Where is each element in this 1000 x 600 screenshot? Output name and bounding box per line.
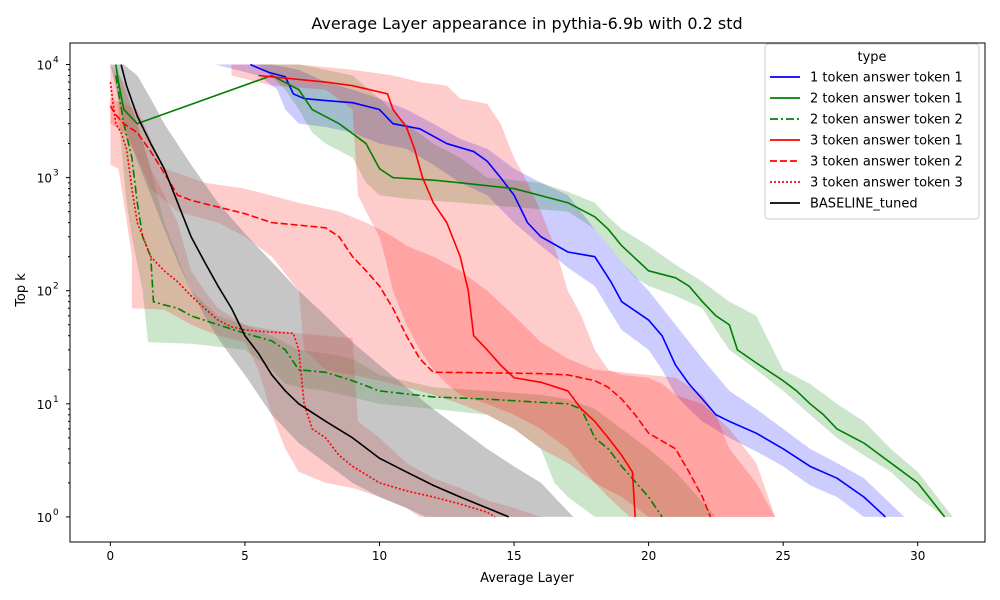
band-1 — [215, 64, 905, 517]
chart-title: Average Layer appearance in pythia-6.9b … — [311, 14, 742, 33]
legend-label-4: 3 token answer token 1 — [810, 134, 963, 149]
band-6 — [110, 64, 541, 517]
series-line-6 — [109, 81, 496, 518]
series-line-7 — [120, 64, 509, 518]
x-tick-label-10: 10 — [372, 549, 387, 563]
band-7 — [110, 64, 574, 517]
legend-label-2: 2 token answer token 1 — [810, 92, 963, 107]
legend: type 1 token answer token 1 2 token answe… — [764, 43, 980, 220]
legend-title: type — [857, 50, 886, 65]
series-line-4 — [258, 74, 636, 517]
y-tick-base: 10 — [37, 398, 52, 412]
x-tick-label-25: 25 — [776, 549, 791, 563]
band-3 — [115, 64, 716, 517]
series-lines — [109, 63, 946, 518]
y-tick-base: 10 — [37, 511, 52, 525]
y-tick-exponent-0: 0 — [53, 508, 59, 518]
legend-label-1: 1 token answer token 1 — [810, 71, 963, 86]
y-tick-exponent-3: 3 — [53, 169, 59, 179]
y-tick-label-3: 10 — [37, 172, 52, 186]
y-tick-exponent-4: 4 — [53, 56, 59, 66]
y-tick-base: 10 — [37, 59, 52, 73]
x-axis-label: Average Layer — [480, 571, 574, 586]
y-axis-label: Top k — [14, 273, 29, 308]
y-tick-label-0: 10 — [37, 511, 52, 525]
x-tick-label-5: 5 — [241, 549, 249, 563]
legend-label-5: 3 token answer token 2 — [810, 155, 963, 170]
band-4 — [231, 64, 776, 517]
y-tick-label-2: 10 — [37, 285, 52, 299]
x-tick-label-30: 30 — [910, 549, 925, 563]
legend-label-6: 3 token answer token 3 — [810, 176, 963, 191]
series-line-1 — [249, 63, 886, 518]
y-tick-base: 10 — [37, 285, 52, 299]
x-tick-label-20: 20 — [641, 549, 656, 563]
legend-label-3: 2 token answer token 2 — [810, 113, 963, 128]
band-2 — [258, 64, 953, 517]
plot-frame — [69, 42, 986, 543]
legend-box — [764, 43, 980, 220]
confidence-bands — [110, 64, 953, 517]
y-tick-exponent-1: 1 — [53, 395, 59, 405]
y-tick-exponent-2: 2 — [53, 282, 59, 292]
x-axis-ticks: 0 5 10 15 20 25 30 — [107, 542, 925, 563]
y-tick-base: 10 — [37, 172, 52, 186]
legend-items: 1 token answer token 1 2 token answer tok… — [770, 71, 963, 212]
band-5 — [110, 98, 776, 517]
series-line-2 — [114, 64, 946, 518]
x-tick-label-0: 0 — [107, 549, 115, 563]
x-tick-label-15: 15 — [506, 549, 521, 563]
y-tick-label-4: 10 — [37, 59, 52, 73]
y-tick-label-1: 10 — [37, 398, 52, 412]
legend-label-7: BASELINE_tuned — [810, 197, 918, 212]
